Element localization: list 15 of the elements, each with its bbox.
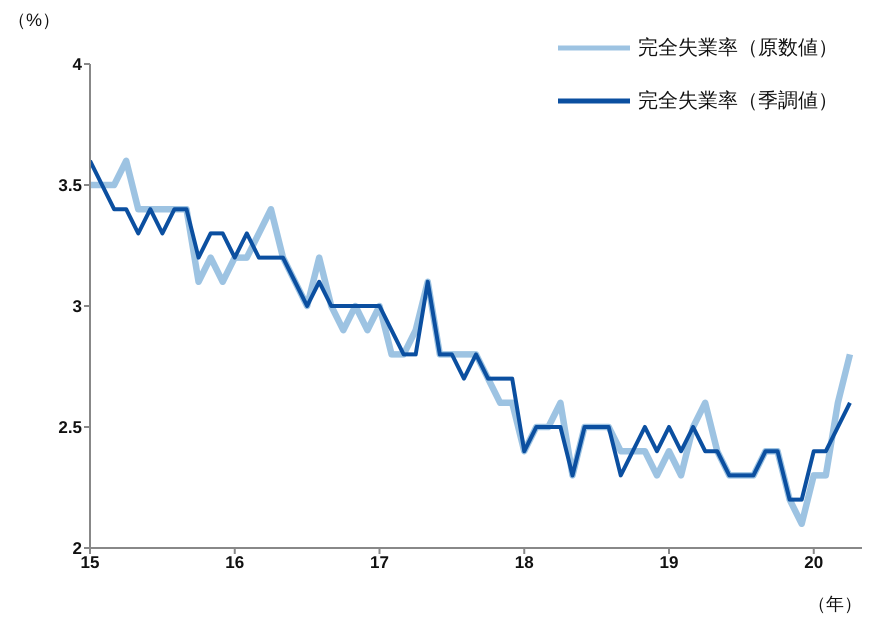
y-tick-label: 2 [72, 539, 82, 558]
x-axis-title: （年） [808, 594, 862, 614]
y-tick-label: 3.5 [58, 176, 82, 196]
x-tick-label: 15 [80, 553, 100, 572]
x-tick-label: 19 [660, 553, 678, 572]
y-axis-title: （%） [8, 9, 60, 32]
x-tick-label: 16 [225, 553, 244, 572]
x-tick-label: 17 [370, 553, 389, 572]
legend-label: 完全失業率（季調値） [638, 89, 838, 114]
y-tick-label: 2.5 [58, 418, 82, 438]
x-tick-label: 20 [804, 553, 824, 572]
y-tick-label: 3 [72, 297, 82, 316]
legend-label: 完全失業率（原数値） [638, 36, 838, 61]
x-tick-label: 18 [514, 553, 534, 572]
y-tick-label: 4 [72, 55, 83, 74]
